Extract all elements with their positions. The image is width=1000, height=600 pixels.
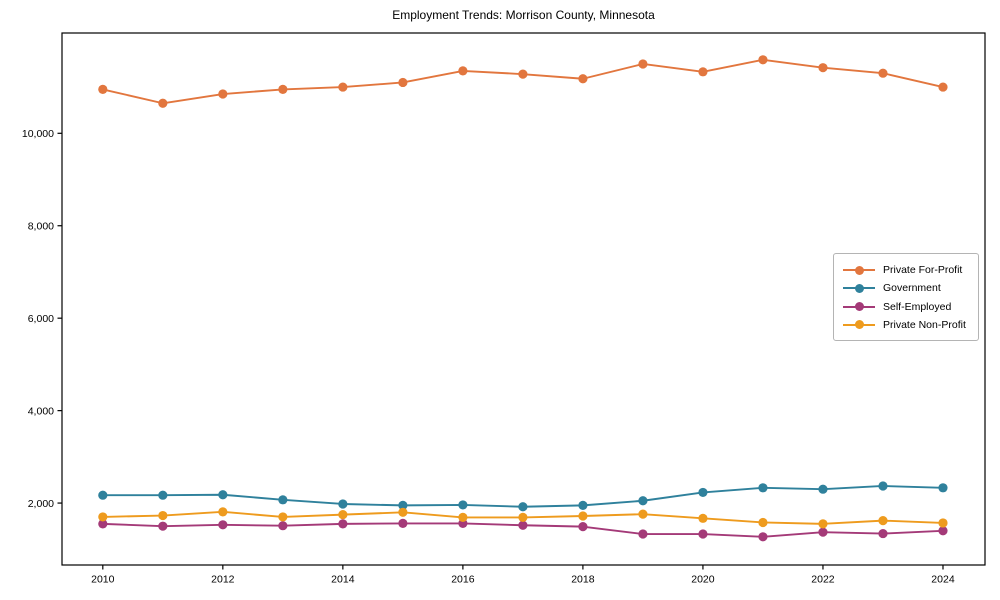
data-point-self-employed-2013 [278,521,288,531]
data-point-private-non-profit-2014 [338,510,348,520]
data-point-government-2021 [758,483,768,493]
series-private-for-profit [98,55,948,108]
x-axis-tick-label: 2014 [331,574,355,586]
data-point-private-for-profit-2019 [638,59,648,69]
x-axis-tick-label: 2010 [91,574,115,586]
data-point-private-non-profit-2017 [518,512,528,522]
data-point-private-non-profit-2024 [938,518,948,528]
x-axis-tick-label: 2022 [811,574,835,586]
x-axis-tick-label: 2018 [571,574,595,586]
data-point-government-2024 [938,483,948,493]
data-point-government-2015 [398,500,408,510]
chart-title: Employment Trends: Morrison County, Minn… [392,8,655,22]
data-point-self-employed-2024 [938,526,948,536]
x-axis-tick-label: 2016 [451,574,475,586]
plot-border [61,32,986,566]
data-point-private-for-profit-2018 [578,74,588,84]
series-government [98,481,948,512]
data-point-government-2017 [518,502,528,512]
series-line-private-for-profit [101,58,944,105]
data-point-private-for-profit-2022 [818,63,828,73]
data-point-private-non-profit-2011 [158,510,168,521]
data-point-government-2020 [698,487,708,498]
data-point-self-employed-2018 [578,522,588,532]
legend-label: Private For-Profit [883,264,963,276]
y-axis-tick-label: 4,000 [28,405,54,417]
data-point-self-employed-2020 [698,529,708,539]
data-point-government-2022 [818,484,828,494]
data-point-private-non-profit-2018 [578,511,588,521]
y-axis-tick-label: 6,000 [28,313,54,325]
legend-label: Self-Employed [883,300,952,313]
data-point-private-non-profit-2015 [398,507,408,517]
data-point-government-2010 [98,490,108,500]
y-axis-tick-label: 10,000 [22,128,54,140]
data-point-government-2018 [578,500,588,510]
data-point-government-2014 [338,499,348,509]
data-point-private-for-profit-2015 [398,77,408,88]
data-point-private-for-profit-2023 [878,68,888,78]
y-axis-tick-label: 2,000 [28,498,54,510]
data-point-self-employed-2011 [158,521,168,531]
legend-line-marker-icon [843,265,875,275]
data-point-private-for-profit-2011 [158,98,168,108]
data-point-self-employed-2022 [818,527,828,537]
data-point-private-non-profit-2022 [818,519,828,529]
data-point-private-non-profit-2019 [638,509,648,519]
legend-line-marker-icon [843,320,875,330]
data-point-government-2023 [878,481,888,491]
data-point-private-non-profit-2023 [878,516,888,526]
data-point-self-employed-2017 [518,520,528,530]
data-point-self-employed-2012 [218,520,228,530]
data-point-self-employed-2015 [398,518,408,529]
data-point-self-employed-2023 [878,528,888,539]
data-point-private-for-profit-2017 [518,69,528,79]
legend-line-marker-icon [843,302,875,312]
data-point-self-employed-2021 [758,532,768,542]
data-point-private-non-profit-2021 [758,517,768,528]
data-point-private-for-profit-2021 [758,55,768,65]
legend: Private For-Profit Government Self-Emplo… [833,253,979,341]
legend-label: Private Non-Profit [883,318,966,331]
data-point-private-non-profit-2010 [98,512,108,522]
legend-item-self-employed: Self-Employed [843,298,970,316]
data-point-government-2019 [638,496,648,506]
data-point-private-for-profit-2016 [458,66,468,76]
data-point-government-2012 [218,490,228,500]
data-point-private-non-profit-2020 [698,513,708,523]
legend-line-marker-icon [843,283,875,293]
x-axis-tick-label: 2020 [691,574,715,586]
data-point-private-for-profit-2013 [278,84,288,94]
data-point-government-2011 [158,490,168,500]
data-point-private-for-profit-2010 [98,84,108,94]
data-point-self-employed-2010 [98,519,108,529]
legend-item-private-non-profit: Private Non-Profit [843,316,970,334]
data-point-private-for-profit-2014 [338,82,348,92]
series-self-employed [98,518,948,542]
data-point-private-for-profit-2020 [698,67,708,77]
x-axis-tick-label: 2024 [931,574,955,586]
data-point-self-employed-2019 [638,529,648,539]
data-point-private-non-profit-2016 [458,512,468,522]
data-point-private-for-profit-2012 [218,89,228,99]
data-point-private-for-profit-2024 [938,82,948,92]
data-point-government-2013 [278,495,288,505]
legend-label: Government [883,282,941,295]
data-point-private-non-profit-2012 [218,507,228,517]
legend-item-government: Government [843,279,970,297]
data-point-government-2016 [458,500,468,510]
data-point-self-employed-2014 [338,519,348,529]
legend-item-private-for-profit: Private For-Profit [843,261,970,279]
y-axis-tick-label: 8,000 [28,220,54,232]
series-private-non-profit [98,507,948,529]
x-axis-tick-label: 2012 [211,574,235,586]
data-point-private-non-profit-2013 [278,512,288,522]
